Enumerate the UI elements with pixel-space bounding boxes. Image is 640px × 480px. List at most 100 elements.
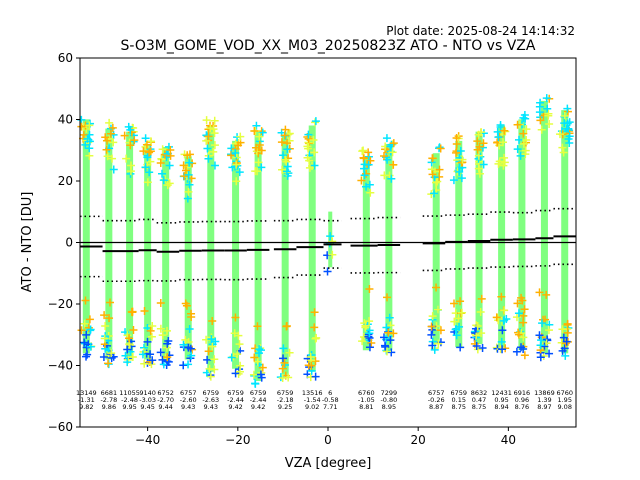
data-point [538, 319, 547, 328]
data-point [126, 167, 135, 176]
data-point [185, 158, 194, 167]
data-point [210, 365, 219, 374]
data-point [203, 355, 212, 364]
data-point [514, 135, 523, 144]
x-tick-label: 0 [324, 433, 332, 447]
data-point [85, 144, 94, 153]
data-point [210, 161, 219, 170]
data-point [252, 143, 261, 152]
bin-points-3 [138, 134, 157, 369]
bin-points-9 [276, 125, 294, 383]
data-point [128, 308, 137, 317]
data-point [380, 171, 389, 180]
bin-stat-sd: 7.71 [323, 403, 337, 411]
data-point [535, 288, 544, 297]
bin-stat-n: 12431 [491, 389, 512, 397]
data-point [326, 232, 335, 241]
data-point [82, 352, 91, 361]
data-point [80, 319, 89, 328]
bin-stat-n: 13869 [534, 389, 555, 397]
data-point [158, 145, 167, 154]
data-point [280, 358, 289, 367]
data-point [255, 345, 264, 354]
data-point [513, 145, 522, 154]
data-point [146, 147, 155, 156]
data-point [86, 342, 95, 351]
data-point [514, 330, 523, 339]
bin-statistics: 13149-1.319.82 6681-2.789.8611055-2.489.9… [76, 389, 573, 411]
x-tick-label: −40 [135, 433, 160, 447]
data-point [473, 145, 482, 154]
data-point [364, 332, 373, 341]
data-point [497, 337, 506, 346]
data-point [101, 321, 110, 330]
data-point [558, 325, 567, 334]
data-point [163, 353, 172, 362]
data-point [522, 136, 531, 145]
bin-points-4 [156, 142, 175, 370]
data-point [433, 177, 442, 186]
y-tick-label: −60 [48, 420, 73, 434]
data-point [126, 141, 135, 150]
data-point [183, 151, 192, 160]
data-point [559, 333, 568, 342]
y-tick-label: 20 [58, 174, 73, 188]
data-point [310, 308, 319, 317]
plot-date: Plot date: 2025-08-24 14:14:32 [386, 24, 575, 38]
bin-stat-n: 9140 [139, 389, 156, 397]
data-point [85, 121, 94, 130]
bin-stat-sd: 9.43 [204, 403, 218, 411]
bin-stat-sd: 9.95 [122, 403, 136, 411]
data-point [473, 137, 482, 146]
dense-column [455, 140, 463, 348]
data-point [258, 128, 267, 137]
data-point [474, 151, 483, 160]
data-point [306, 353, 315, 362]
bin-points-7 [227, 132, 245, 378]
data-point [138, 350, 147, 359]
data-point [362, 182, 371, 191]
data-point [305, 156, 314, 165]
x-axis-label: VZA [degree] [285, 456, 372, 471]
data-point [105, 314, 114, 323]
bin-stat-mean: -0.26 [428, 396, 445, 404]
data-point [232, 158, 241, 167]
data-point [436, 144, 445, 153]
data-point [382, 134, 391, 143]
data-point [449, 176, 458, 185]
data-point [163, 181, 172, 190]
bin-stat-mean: -0.80 [380, 396, 397, 404]
data-point [518, 296, 527, 305]
data-point [105, 118, 114, 127]
bin-stat-n: 6760 [556, 389, 573, 397]
data-point [563, 328, 572, 337]
bin-stat-n: 7299 [381, 389, 398, 397]
data-point [210, 355, 219, 364]
data-point [385, 313, 394, 322]
data-point [232, 160, 241, 169]
data-point [536, 353, 545, 362]
data-point [77, 326, 86, 335]
x-tick-label: −20 [225, 433, 250, 447]
data-point [452, 148, 461, 157]
data-point [253, 167, 262, 176]
data-point [512, 347, 521, 356]
data-point [310, 148, 319, 157]
data-point [539, 315, 548, 324]
data-point [140, 359, 149, 368]
data-point [179, 161, 188, 170]
bin-stat-mean: 1.95 [557, 396, 571, 404]
data-point [258, 363, 267, 372]
data-point [366, 156, 375, 165]
data-point [565, 132, 574, 141]
data-point [379, 152, 388, 161]
data-point [235, 168, 244, 177]
data-point [109, 138, 118, 147]
bin-stat-sd: 9.42 [228, 403, 242, 411]
data-point [108, 154, 117, 163]
bin-stat-mean: 0.96 [515, 396, 529, 404]
data-point [227, 151, 236, 160]
bin-stat-n: 6916 [514, 389, 531, 397]
data-point [388, 148, 397, 157]
data-point [454, 314, 463, 323]
